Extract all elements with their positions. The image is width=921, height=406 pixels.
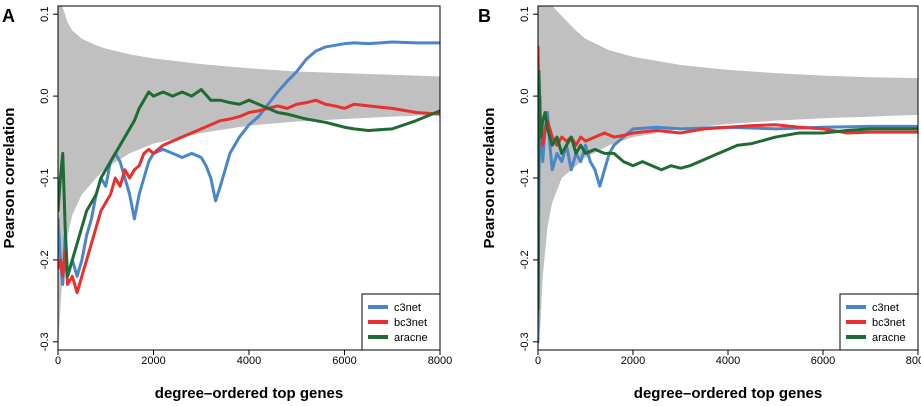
- panel-label: A: [2, 6, 15, 26]
- legend: c3net bc3net aracne: [361, 293, 441, 351]
- y-axis-title: Pearson correlation: [1, 108, 18, 249]
- legend-label-c3net: c3net: [394, 302, 421, 314]
- x-tick-label: 2000: [621, 355, 645, 367]
- x-axis-title: degree–ordered top genes: [155, 385, 343, 402]
- plot-area: [58, 6, 440, 350]
- y-tick-label: 0.1: [39, 7, 51, 22]
- y-tick-label: 0.1: [519, 7, 531, 22]
- series-line-bc3net: [538, 45, 918, 147]
- y-tick-label: -0.3: [39, 332, 51, 351]
- y-tick-label: -0.1: [519, 169, 531, 188]
- series-line-aracne: [538, 70, 918, 311]
- x-tick-label: 6000: [332, 355, 356, 367]
- legend-label-c3net: c3net: [872, 302, 899, 314]
- legend-label-bc3net: bc3net: [872, 317, 905, 329]
- x-tick-label: 6000: [811, 355, 835, 367]
- panel-label: B: [478, 6, 491, 26]
- y-tick-label: -0.3: [519, 332, 531, 351]
- legend: c3net bc3net aracne: [839, 293, 919, 351]
- series-line-aracne: [58, 88, 440, 278]
- x-axis-title: degree–ordered top genes: [634, 385, 822, 402]
- series-line-c3net: [58, 40, 440, 286]
- x-tick-label: 4000: [716, 355, 740, 367]
- y-tick-label: -0.2: [39, 250, 51, 269]
- y-axis-title: Pearson correlation: [481, 108, 498, 249]
- x-tick-label: 8000: [428, 355, 452, 367]
- y-tick-label: -0.1: [39, 169, 51, 188]
- x-tick-label: 0: [535, 355, 541, 367]
- x-tick-label: 8000: [906, 355, 921, 367]
- band-envelope: [538, 6, 918, 350]
- y-tick-label: -0.2: [519, 250, 531, 269]
- series-line-bc3net: [58, 98, 440, 295]
- x-tick-label: 2000: [141, 355, 165, 367]
- x-tick-label: 0: [55, 355, 61, 367]
- legend-label-aracne: aracne: [872, 332, 906, 344]
- panel-b: 0 2000 4000 6000 8000 -0.3 -0.2 -0.1 0.0 0.1 degre…: [478, 5, 921, 402]
- legend-label-bc3net: bc3net: [394, 317, 427, 329]
- plot-area: [538, 6, 918, 350]
- y-tick-label: 0.0: [519, 88, 531, 103]
- x-tick-label: 4000: [237, 355, 261, 367]
- y-tick-label: 0.0: [39, 88, 51, 103]
- panel-a: 0 2000 4000 6000 8000 -0.3 -0.2 -0.1 0.0 0.1 degre…: [1, 5, 452, 402]
- band-envelope: [58, 6, 440, 350]
- legend-label-aracne: aracne: [394, 332, 428, 344]
